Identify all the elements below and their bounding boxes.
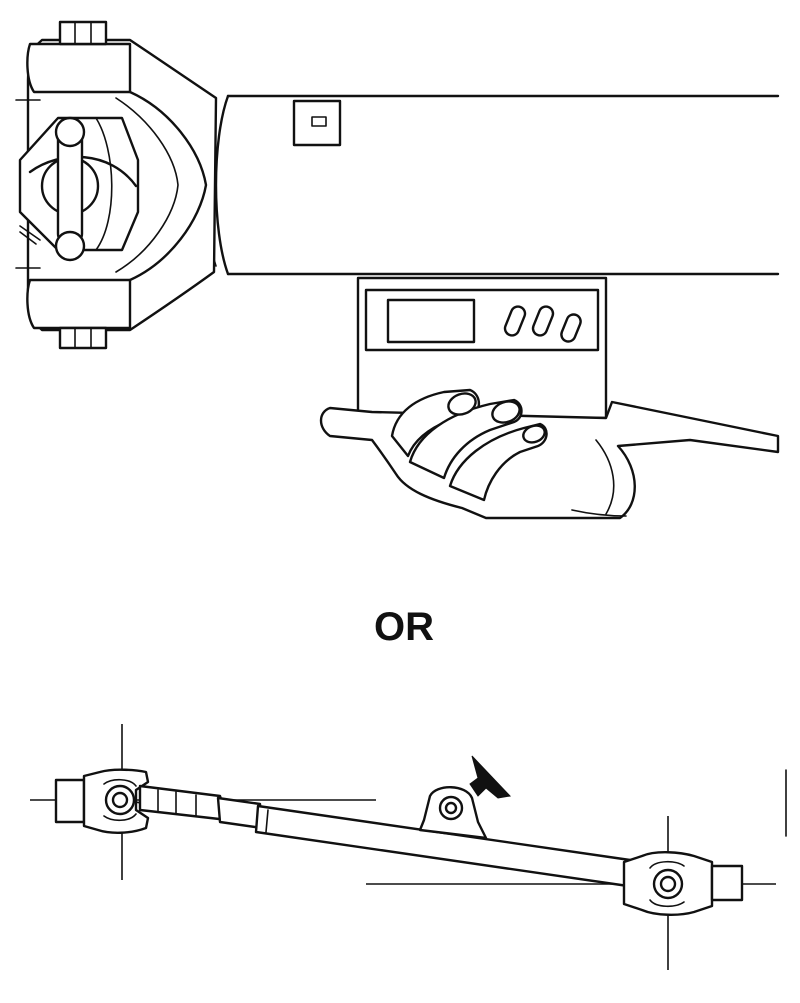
driveshaft-side-view xyxy=(30,724,787,970)
or-separator-label: OR xyxy=(374,605,434,649)
digital-inclinometer xyxy=(356,276,608,420)
arrow-icon xyxy=(469,755,512,799)
propeller-shaft xyxy=(138,784,632,888)
inclinometer-buttons xyxy=(503,305,582,343)
front-universal-joint xyxy=(54,768,150,834)
hand xyxy=(319,388,780,520)
balance-weight xyxy=(292,99,342,147)
rear-universal-joint xyxy=(622,851,744,916)
inclinometer-display xyxy=(386,298,476,344)
driveshaft-tube xyxy=(204,94,780,276)
universal-joint-cross xyxy=(18,116,140,262)
center-bearing xyxy=(418,786,488,840)
inclinometer-on-driveshaft-illustration xyxy=(15,20,780,520)
